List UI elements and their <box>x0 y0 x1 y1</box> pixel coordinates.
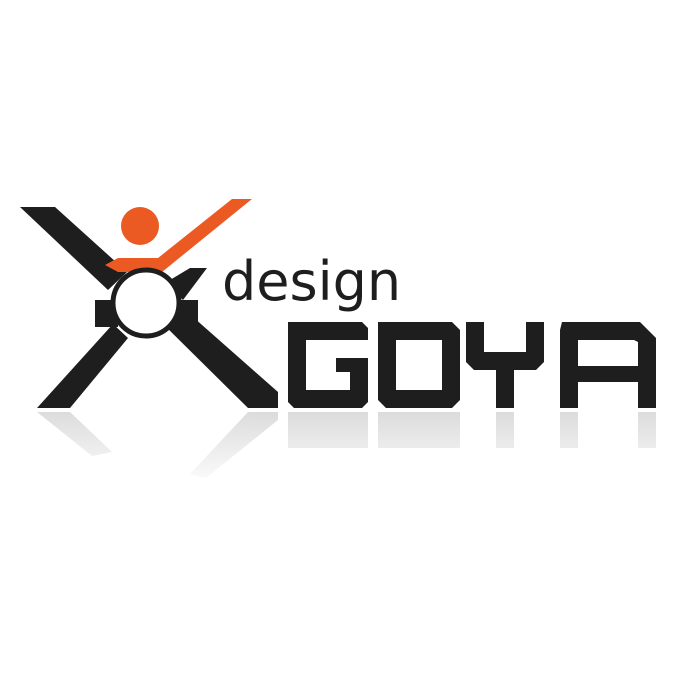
emblem-upper-left-arm <box>20 207 127 290</box>
x-figure-emblem <box>20 199 278 408</box>
emblem-right-notch <box>176 300 198 327</box>
wordmark-letter-a <box>560 322 656 408</box>
wordmark-letter-o <box>378 322 460 408</box>
reflection-fade <box>0 410 700 490</box>
emblem-orange-arm <box>105 199 252 272</box>
logo-wordmark-goya <box>288 322 656 408</box>
emblem-lower-right-arm <box>157 302 278 408</box>
logo-tagline: design <box>222 250 401 313</box>
wordmark-letter-y <box>466 322 544 408</box>
wordmark-letter-g <box>288 322 368 408</box>
emblem-orange-head <box>121 207 159 245</box>
emblem-body-circle <box>110 267 182 339</box>
emblem-lower-left-arm <box>37 324 128 408</box>
